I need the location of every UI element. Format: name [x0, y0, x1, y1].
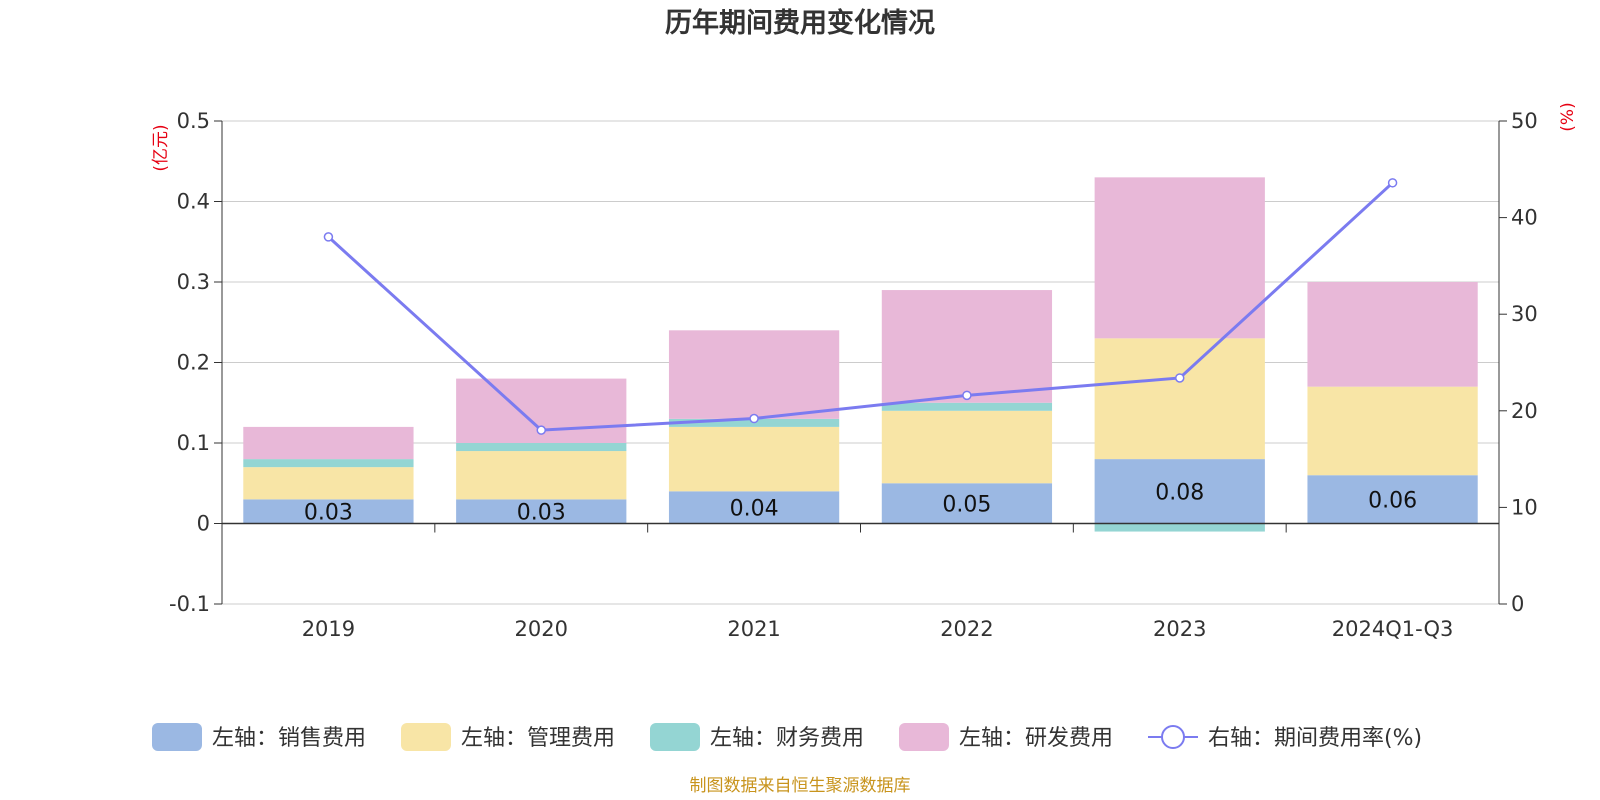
bar-data-label: 0.05: [942, 492, 991, 517]
left-axis-tick-label: 0: [197, 512, 210, 536]
right-axis-tick-label: 10: [1511, 495, 1538, 519]
bar-data-label: 0.04: [730, 496, 779, 521]
bar-data-label: 0.06: [1368, 488, 1417, 513]
bar-segment: [1094, 523, 1265, 532]
bar-data-label: 0.08: [1155, 480, 1204, 505]
rate-line-path: [327, 181, 1394, 432]
rate-line: [323, 178, 1398, 435]
left-axis-tick-label: 0.5: [177, 109, 210, 133]
bar-segment: [668, 330, 840, 419]
rate-point: [1175, 373, 1185, 383]
right-axis-tick-label: 30: [1511, 302, 1538, 326]
left-axis-unit: (亿元): [151, 124, 171, 171]
data-source: 制图数据来自恒生聚源数据库: [690, 776, 911, 796]
bar-segment: [456, 451, 627, 500]
right-axis-unit: (%): [1558, 102, 1578, 131]
legend-label: 左轴：管理费用: [461, 726, 615, 751]
bar-segment: [1094, 177, 1265, 339]
bar-segment: [1307, 386, 1478, 476]
x-axis-ticks: 2019 2020 2021 2022 2023 2024Q1-Q3: [302, 523, 1454, 641]
right-axis-tick-label: 20: [1511, 399, 1538, 423]
right-axis-ticks: 0 10 20 30 40 50: [1499, 109, 1538, 616]
rate-point: [962, 390, 972, 401]
x-axis-tick-label: 2021: [727, 617, 780, 641]
left-axis-tick-label: 0.1: [177, 431, 210, 455]
chart-title: 历年期间费用变化情况: [665, 7, 935, 39]
rate-point: [749, 413, 759, 424]
legend-label: 左轴：研发费用: [959, 726, 1113, 751]
bar-segment: [881, 290, 1053, 403]
bar-segment: [243, 459, 414, 468]
data-labels: 0.03 0.03 0.04 0.05 0.08 0.06: [304, 480, 1417, 525]
left-axis-tick-label: 0.4: [177, 190, 210, 214]
left-axis-ticks: -0.1 0 0.1 0.2 0.3 0.4 0.5: [169, 109, 222, 616]
legend-swatch: [401, 723, 451, 751]
right-axis-tick-label: 40: [1511, 206, 1538, 230]
left-axis-tick-label: 0.3: [177, 270, 210, 294]
bar-segment: [668, 491, 840, 524]
x-axis-tick-label: 2019: [302, 617, 355, 641]
x-axis-tick-label: 2022: [940, 617, 993, 641]
bar-segment: [881, 402, 1053, 411]
rate-point: [536, 425, 546, 435]
right-axis-tick-label: 0: [1511, 592, 1524, 616]
bar-segment: [243, 426, 414, 460]
legend-swatch: [899, 723, 949, 751]
bar-segment: [1307, 475, 1478, 524]
rate-point: [1387, 178, 1398, 188]
bars: [243, 177, 1478, 532]
legend-label: 左轴：销售费用: [212, 726, 366, 751]
bar-segment: [243, 467, 414, 500]
bar-segment: [456, 443, 627, 452]
legend-label: 左轴：财务费用: [710, 726, 864, 751]
left-axis-tick-label: -0.1: [169, 592, 210, 616]
x-axis-tick-label: 2020: [515, 617, 568, 641]
legend-swatch: [650, 723, 700, 751]
legend: 左轴：销售费用 左轴：管理费用 左轴：财务费用 左轴：研发费用 右轴：期间费用率(%): [152, 723, 1422, 751]
rate-point: [323, 232, 334, 242]
bar-segment: [881, 483, 1053, 524]
grid-lines: [222, 120, 1499, 605]
legend-swatch: [152, 723, 202, 751]
x-axis-tick-label: 2024Q1-Q3: [1332, 617, 1454, 641]
legend-label: 右轴：期间费用率(%): [1208, 726, 1422, 751]
bar-segment: [1094, 459, 1265, 524]
bar-data-label: 0.03: [304, 500, 353, 525]
x-axis-tick-label: 2023: [1153, 617, 1206, 641]
legend-line-marker: [1161, 725, 1185, 749]
right-axis-tick-label: 50: [1511, 109, 1538, 133]
left-axis-tick-label: 0.2: [177, 351, 210, 375]
bar-segment: [1307, 282, 1478, 387]
bar-data-label: 0.03: [517, 500, 566, 525]
bar-segment: [881, 410, 1053, 484]
bar-segment: [456, 499, 627, 524]
bar-segment: [243, 499, 414, 524]
bar-segment: [1094, 338, 1265, 460]
bar-segment: [668, 426, 840, 492]
